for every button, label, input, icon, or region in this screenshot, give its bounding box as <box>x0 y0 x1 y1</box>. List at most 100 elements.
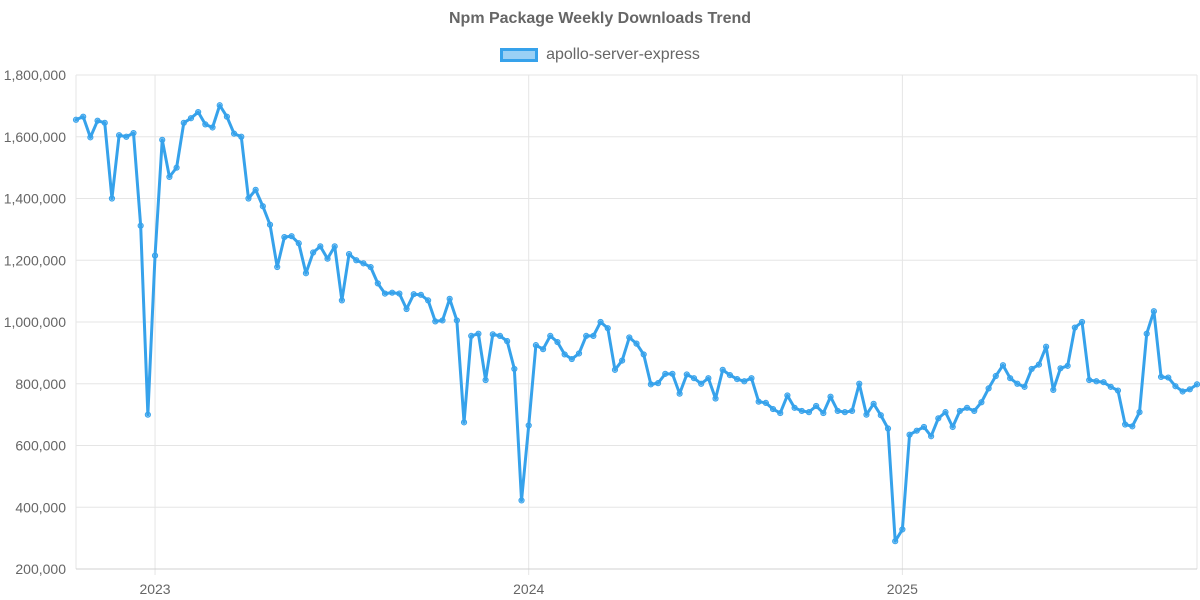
data-point <box>892 538 899 545</box>
data-point <box>863 411 870 418</box>
data-point <box>144 411 151 418</box>
data-point <box>1107 383 1114 390</box>
axes: 200,000 400,000 600,000 800,000 1,000,000 1,2… <box>4 67 1197 597</box>
data-point <box>137 222 144 229</box>
data-point <box>827 393 834 400</box>
data-point <box>590 332 597 339</box>
data-point <box>87 134 94 141</box>
data-point <box>698 380 705 387</box>
data-point <box>281 233 288 241</box>
data-point <box>690 375 698 382</box>
data-point <box>1043 343 1050 350</box>
data-point <box>1007 375 1014 382</box>
x-tick-label: 2025 <box>887 581 918 597</box>
data-point <box>338 297 345 304</box>
y-tick-label: 200,000 <box>15 561 66 577</box>
y-tick-label: 1,800,000 <box>4 67 66 83</box>
data-point <box>101 119 108 126</box>
data-point <box>310 249 317 256</box>
data-point <box>475 330 482 337</box>
data-point <box>662 370 669 377</box>
x-tick-label: 2024 <box>513 581 544 597</box>
data-point <box>971 407 978 415</box>
data-point <box>518 497 525 504</box>
grid <box>76 74 1198 575</box>
data-point <box>266 221 274 228</box>
data-point <box>848 407 856 415</box>
chart-title: Npm Package Weekly Downloads Trend <box>448 10 752 27</box>
series <box>72 102 1200 545</box>
data-point <box>654 380 662 387</box>
data-point <box>1035 361 1043 368</box>
data-point <box>726 372 734 379</box>
data-point <box>834 407 841 415</box>
data-point <box>777 409 784 417</box>
data-point <box>252 186 259 193</box>
data-point <box>769 405 777 413</box>
data-point <box>762 399 769 406</box>
data-point <box>195 108 202 116</box>
data-point <box>963 404 971 411</box>
data-point <box>130 129 137 137</box>
data-point <box>597 318 604 326</box>
data-point <box>367 263 374 271</box>
data-point <box>216 102 223 109</box>
legend[interactable]: apollo-server-express <box>0 46 1200 64</box>
y-tick-label: 1,200,000 <box>4 252 66 268</box>
data-point <box>238 133 245 140</box>
data-point <box>1129 423 1136 430</box>
data-point <box>511 365 518 373</box>
data-point <box>1136 409 1143 416</box>
data-point <box>288 233 295 240</box>
data-point <box>1165 374 1172 381</box>
data-point <box>116 132 123 139</box>
y-tick-label: 800,000 <box>15 376 66 392</box>
data-point <box>568 355 575 363</box>
y-tick-label: 600,000 <box>15 438 66 454</box>
data-point <box>741 378 748 385</box>
data-point <box>1057 365 1064 372</box>
data-point <box>166 173 173 180</box>
data-point <box>1028 365 1035 373</box>
y-tick-label: 400,000 <box>15 499 66 515</box>
data-point <box>1157 373 1165 381</box>
data-point <box>187 115 195 122</box>
data-point <box>683 371 690 378</box>
data-point <box>324 255 331 262</box>
data-point <box>417 291 425 298</box>
data-point <box>748 375 755 382</box>
data-point <box>841 409 848 416</box>
data-point <box>345 250 353 258</box>
data-point <box>633 340 640 347</box>
data-point <box>575 350 583 357</box>
data-point <box>942 409 949 416</box>
data-point <box>72 116 80 123</box>
y-tick-label: 1,000,000 <box>4 314 66 330</box>
data-point <box>755 398 762 405</box>
data-point <box>504 338 511 345</box>
data-point <box>482 376 489 384</box>
data-point <box>906 431 913 438</box>
data-point <box>985 385 992 392</box>
data-point <box>956 407 963 415</box>
data-point <box>547 332 554 339</box>
data-point <box>1150 308 1157 315</box>
data-point <box>791 404 798 411</box>
data-point <box>561 351 568 358</box>
data-point <box>978 399 985 406</box>
data-point <box>619 357 626 364</box>
x-tick-label: 2023 <box>139 581 170 597</box>
data-point <box>432 318 439 325</box>
data-point <box>856 380 863 387</box>
data-point <box>604 325 611 332</box>
data-point <box>223 113 230 120</box>
data-point <box>331 243 338 250</box>
data-point <box>173 164 180 171</box>
data-point <box>719 366 726 373</box>
data-point <box>180 119 187 126</box>
data-point <box>123 133 130 140</box>
data-point <box>403 305 410 313</box>
data-point <box>949 423 956 431</box>
data-point <box>935 415 942 422</box>
data-point <box>532 342 540 349</box>
